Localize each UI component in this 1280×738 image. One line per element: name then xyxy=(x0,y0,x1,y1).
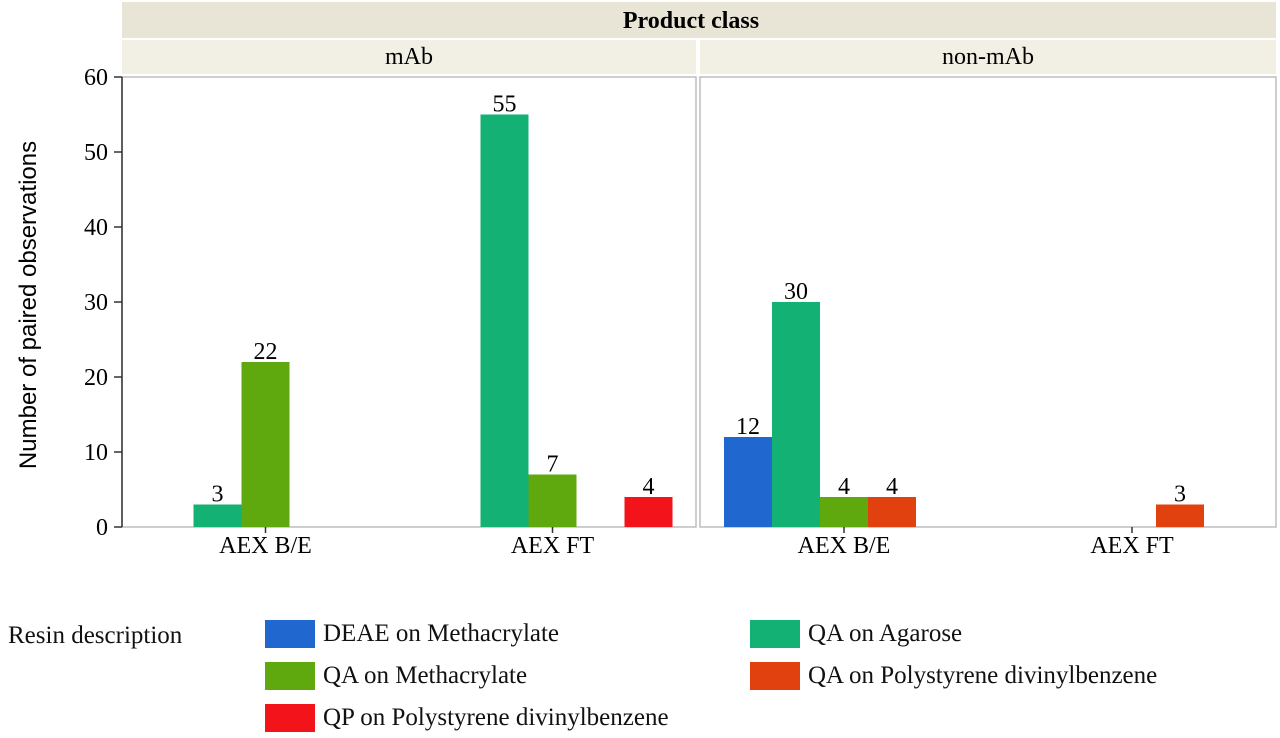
legend-label: QA on Methacrylate xyxy=(323,662,528,689)
y-tick-label: 40 xyxy=(84,215,108,241)
bar xyxy=(624,497,673,527)
legend-item-qa-polystyrene: QA on Polystyrene divinylbenzene xyxy=(750,661,1157,691)
bar xyxy=(820,497,868,527)
bar xyxy=(724,437,772,527)
y-tick-label: 0 xyxy=(96,515,108,541)
bar-value-label: 4 xyxy=(886,474,898,500)
y-axis-label: Number of paired observations xyxy=(15,141,42,469)
legend-item-qa-agarose: QA on Agarose xyxy=(750,619,962,649)
legend-item-qp-polystyrene: QP on Polystyrene divinylbenzene xyxy=(265,703,669,733)
panel-frame-non-mab xyxy=(699,76,1277,528)
faceted-bar-chart: Product class mAb non-mAb Number of pair… xyxy=(15,2,1277,559)
bar-value-label: 22 xyxy=(254,339,278,365)
legend-item-qa-methacrylate: QA on Methacrylate xyxy=(265,661,527,691)
legend-label: QP on Polystyrene divinylbenzene xyxy=(323,704,669,731)
legend-swatch xyxy=(265,662,315,690)
panel-strip-mab xyxy=(122,40,696,74)
bar-value-label: 7 xyxy=(547,452,559,478)
legend: Resin description DEAE on Methacrylate Q… xyxy=(0,610,1280,738)
y-tick-label: 60 xyxy=(84,65,108,91)
x-tick-label: AEX FT xyxy=(1090,533,1174,559)
x-tick-label: AEX B/E xyxy=(219,533,312,559)
y-tick-label: 20 xyxy=(84,365,108,391)
panel-label-mab: mAb xyxy=(385,44,433,70)
legend-item-deae-methacrylate: DEAE on Methacrylate xyxy=(265,619,559,649)
bar xyxy=(868,497,916,527)
bar-value-label: 3 xyxy=(212,482,224,508)
legend-swatch xyxy=(750,662,800,690)
y-tick-label: 50 xyxy=(84,140,108,166)
legend-label: DEAE on Methacrylate xyxy=(323,620,560,647)
legend-swatch xyxy=(750,620,800,648)
legend-swatch xyxy=(265,620,315,648)
y-ticks: 0 10 20 30 40 50 60 xyxy=(84,65,122,541)
bar xyxy=(1156,504,1204,527)
legend-swatch xyxy=(265,704,315,732)
bar xyxy=(193,504,242,527)
bar xyxy=(480,114,529,527)
bar-value-label: 3 xyxy=(1174,482,1186,508)
x-tick-label: AEX FT xyxy=(511,533,595,559)
bar-value-label: 12 xyxy=(736,414,760,440)
legend-label: QA on Agarose xyxy=(808,620,963,647)
bar xyxy=(241,362,290,527)
y-tick-label: 30 xyxy=(84,290,108,316)
bar-value-label: 55 xyxy=(493,92,517,118)
legend-label: QA on Polystyrene divinylbenzene xyxy=(808,662,1158,689)
bar xyxy=(528,474,577,527)
bar-value-label: 4 xyxy=(838,474,850,500)
legend-title: Resin description xyxy=(8,622,183,649)
panel-strip-non-mab xyxy=(700,40,1276,74)
facet-header-title: Product class xyxy=(623,8,759,34)
bar-value-label: 4 xyxy=(643,474,655,500)
y-tick-label: 10 xyxy=(84,440,108,466)
bar xyxy=(772,302,820,527)
x-tick-label: AEX B/E xyxy=(798,533,891,559)
panel-frame-mab xyxy=(121,76,697,528)
x-ticks: AEX B/E AEX FT AEX B/E AEX FT xyxy=(219,527,1174,559)
facet-header-bar xyxy=(122,2,1276,38)
bar-value-label: 30 xyxy=(784,279,808,305)
panel-label-non-mab: non-mAb xyxy=(942,44,1034,70)
bars: 3 22 55 7 4 12 30 4 4 3 xyxy=(193,92,1204,527)
